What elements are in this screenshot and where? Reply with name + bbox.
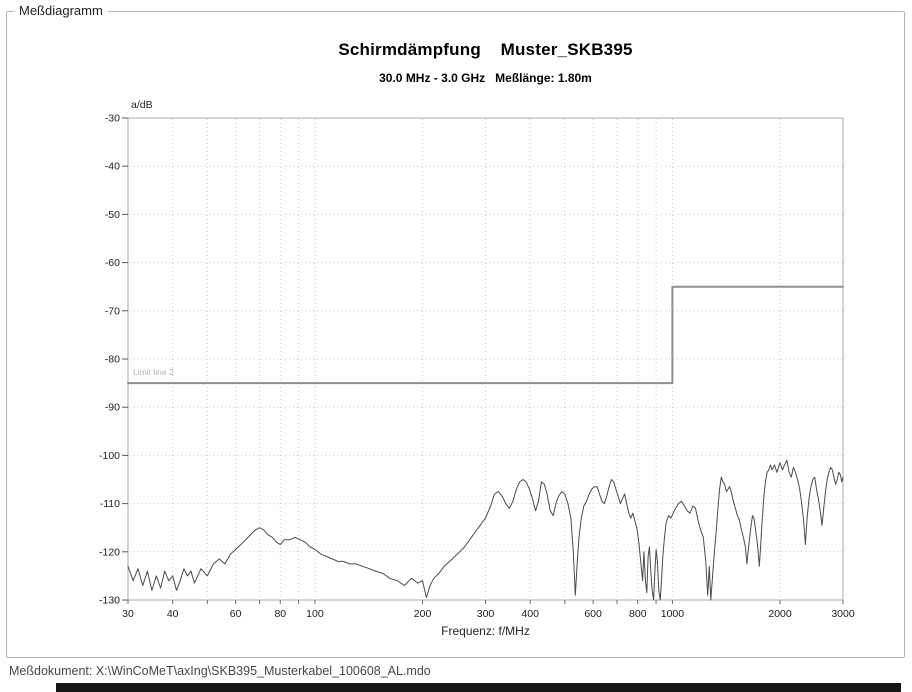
y-tick-label: -90 [105, 402, 120, 414]
y-tick-label: -120 [99, 546, 120, 558]
measurement-trace [127, 459, 844, 601]
limit-line [127, 285, 844, 385]
groupbox-title: Meßdiagramm [14, 3, 108, 19]
y-tick-label: -40 [105, 161, 120, 173]
x-tick-label: 3000 [831, 608, 855, 620]
x-tick-label: 800 [629, 608, 647, 620]
chart-subtitle: 30.0 MHz - 3.0 GHz Meßlänge: 1.80m [379, 71, 592, 85]
x-tick-label: 200 [414, 608, 432, 620]
y-tick-label: -50 [105, 209, 120, 221]
x-tick-label: 2000 [768, 608, 792, 620]
x-axis-ticks: 30 40 60 80 100 200 300 400 600 800 1000 2000 3000 [122, 600, 855, 620]
x-tick-label: 40 [167, 608, 179, 620]
gridlines [129, 119, 842, 599]
bottom-window-edge [56, 683, 901, 692]
x-tick-label: 1000 [661, 608, 685, 620]
x-tick-label: 600 [584, 608, 602, 620]
y-tick-label: -70 [105, 305, 120, 317]
messdiagramm-groupbox: Meßdiagramm [6, 3, 905, 658]
chart-title: Schirmdämpfung Muster_SKB395 [338, 40, 633, 59]
y-tick-label: -110 [100, 498, 120, 510]
y-axis-unit-label: a/dB [131, 99, 153, 111]
y-tick-label: -30 [105, 113, 120, 125]
y-axis-ticks: -30 -40 -50 -60 -70 -80 -90 -100 -110 -120 -130 [99, 113, 128, 607]
y-tick-label: -100 [99, 450, 120, 462]
x-tick-label: 300 [477, 608, 495, 620]
x-tick-label: 30 [122, 608, 134, 620]
y-tick-label: -80 [105, 354, 120, 366]
y-tick-label: -130 [99, 595, 120, 607]
x-tick-label: 100 [306, 608, 324, 620]
x-tick-label: 80 [274, 608, 286, 620]
x-tick-label: 400 [521, 608, 539, 620]
x-axis-title: Frequenz: f/MHz [441, 624, 530, 638]
limit-line-label: Limit line 2 [133, 367, 174, 377]
x-tick-label: 60 [230, 608, 242, 620]
y-tick-label: -60 [105, 257, 120, 269]
measurement-document-path: Meßdokument: X:\WinCoMeT\axIng\SKB395_Mu… [9, 664, 431, 678]
